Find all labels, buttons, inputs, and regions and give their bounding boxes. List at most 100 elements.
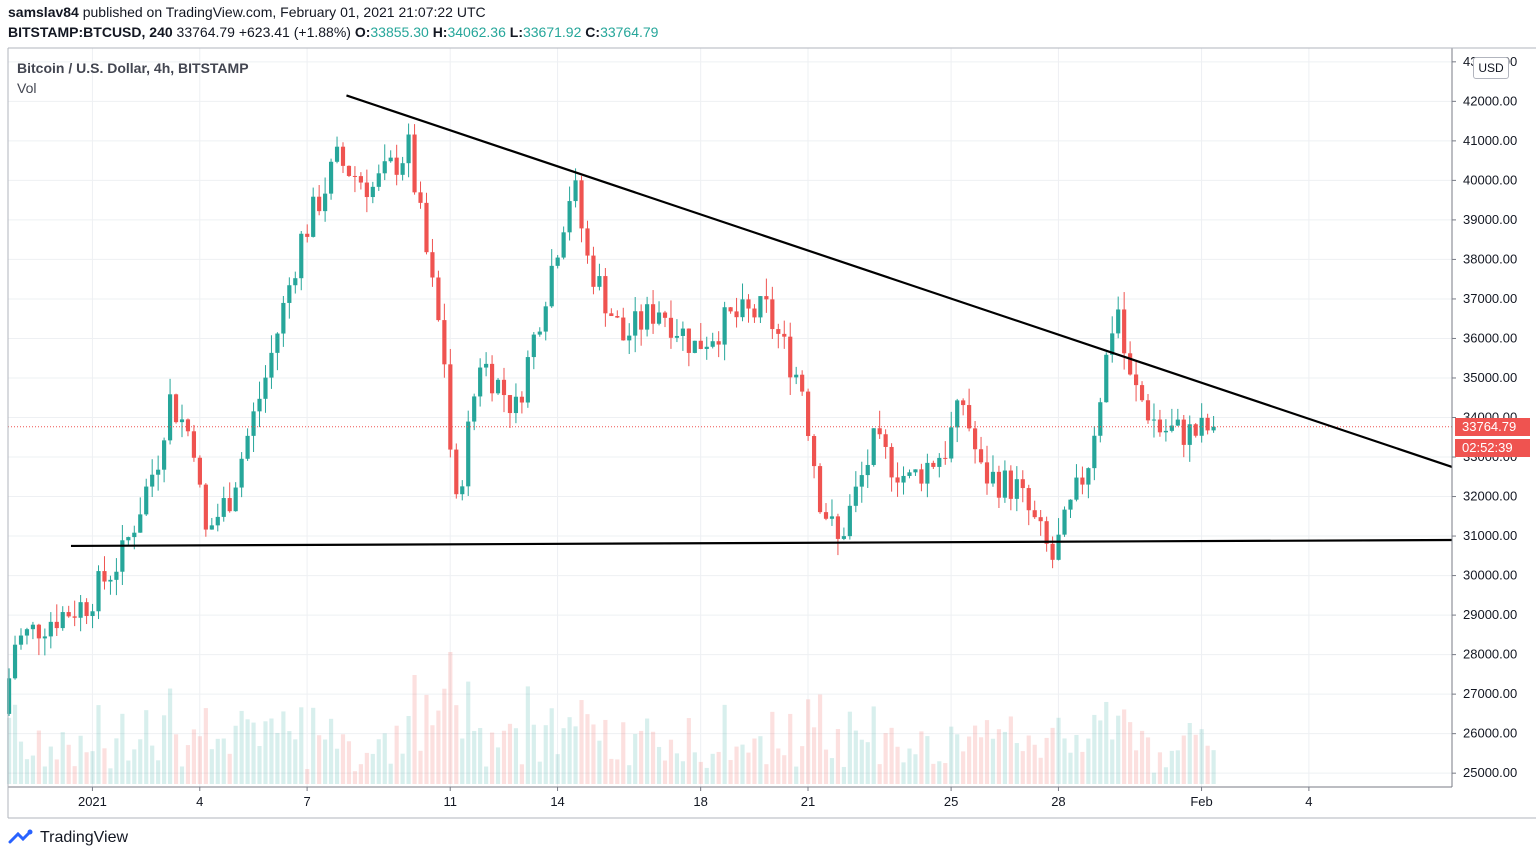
volume-bar [299, 707, 304, 784]
volume-bar [978, 737, 984, 784]
candle-body [1038, 517, 1043, 522]
candle-body [1074, 477, 1079, 500]
trendline [70, 538, 1453, 548]
candle-body [102, 571, 107, 582]
high-label: H: [432, 24, 448, 40]
candle-body [1211, 426, 1216, 431]
candle-body [567, 201, 572, 233]
candle-body [555, 257, 560, 266]
candle-body [746, 299, 751, 309]
volume-bar [615, 759, 620, 784]
volume-bar [412, 675, 417, 784]
candle-body [472, 396, 477, 422]
candle-body [978, 449, 984, 463]
candle-body [1020, 479, 1025, 489]
candle-body [6, 678, 12, 714]
candle-body [352, 175, 358, 177]
candle-body [1092, 435, 1097, 469]
publisher-name[interactable]: samslav84 [8, 4, 79, 20]
candle-body [299, 233, 304, 279]
brand-name[interactable]: TradingView [40, 829, 129, 846]
candle-body [519, 396, 524, 403]
currency-button[interactable]: USD [1473, 57, 1509, 79]
candle-body [841, 536, 846, 539]
candle-body [990, 471, 996, 484]
volume-bar [627, 765, 632, 784]
volume-bar [931, 763, 936, 784]
candle-body [758, 296, 763, 318]
candle-body [412, 134, 417, 193]
candle-body [859, 475, 864, 487]
volume-bar [257, 746, 262, 784]
countdown-label: 02:52:39 [1455, 438, 1530, 457]
candle-body [293, 278, 298, 286]
volume-bar [275, 732, 280, 784]
candle-body [967, 405, 972, 429]
volume-bar [1145, 737, 1151, 784]
candle-body [829, 516, 835, 519]
volume-bar [501, 730, 507, 784]
candle-body [734, 311, 739, 318]
low-label: L: [509, 24, 523, 40]
volume-bar [859, 739, 864, 784]
volume-bar [436, 710, 441, 784]
volume-bar [287, 731, 292, 784]
symbol-label: BITSTAMP:BTCUSD, 240 [8, 24, 173, 40]
close-value: 33764.79 [600, 24, 659, 40]
candle-body [1163, 430, 1168, 433]
candle-body [645, 304, 650, 330]
candle-body [913, 469, 918, 473]
ohlc-header: BITSTAMP:BTCUSD, 240 33764.79 +623.41 (+… [8, 24, 658, 40]
candle-body [961, 400, 966, 406]
volume-bar [806, 699, 811, 784]
volume-bar [800, 746, 805, 784]
volume-bar [1133, 750, 1139, 784]
volume-bar [639, 730, 644, 784]
volume-bar [1181, 735, 1186, 784]
trendlines[interactable] [70, 94, 1453, 548]
last-price-label: 33764.79 [1455, 417, 1530, 436]
candle-body [1151, 419, 1157, 421]
volume-bar [305, 769, 310, 784]
volume-bar [197, 736, 202, 784]
candle-body [579, 180, 584, 229]
volume-bar [293, 739, 298, 784]
candle-body [346, 165, 352, 176]
volume-bar [531, 724, 536, 784]
candle-body [800, 374, 805, 392]
volume-bar [686, 718, 691, 784]
volume-bar [376, 739, 381, 784]
candle-body [84, 602, 89, 617]
y-tick-label: 31000.00 [1463, 528, 1517, 543]
volume-bar [817, 694, 823, 784]
volume-bar [889, 727, 894, 784]
candle-body [656, 312, 662, 324]
volume-legend[interactable]: Vol [17, 80, 37, 96]
volume-bar [334, 748, 340, 784]
volume-bar [645, 718, 650, 784]
y-tick-label: 32000.00 [1463, 489, 1517, 504]
volume-bar [215, 738, 220, 784]
candle-body [197, 457, 202, 485]
series-title[interactable]: Bitcoin / U.S. Dollar, 4h, BITSTAMP [17, 60, 249, 76]
volume-bar [120, 713, 125, 784]
volume-bar [1193, 734, 1198, 784]
x-tick-label: 28 [1051, 794, 1065, 809]
volume-bar [668, 739, 674, 784]
volume-bar [650, 731, 656, 784]
candle-body [770, 299, 775, 330]
candle-body [54, 621, 59, 629]
candle-body [156, 469, 161, 475]
candle-body [811, 436, 817, 467]
volume-bar [191, 729, 197, 784]
volume-bar [126, 760, 131, 784]
volume-bar [1068, 752, 1073, 784]
y-tick-label: 39000.00 [1463, 212, 1517, 227]
candle-body [996, 471, 1002, 498]
candle-body [376, 173, 381, 187]
volume-bar [430, 725, 435, 784]
volume-bar [871, 706, 876, 784]
volume-bars [6, 651, 1216, 784]
candle-body [895, 477, 900, 483]
